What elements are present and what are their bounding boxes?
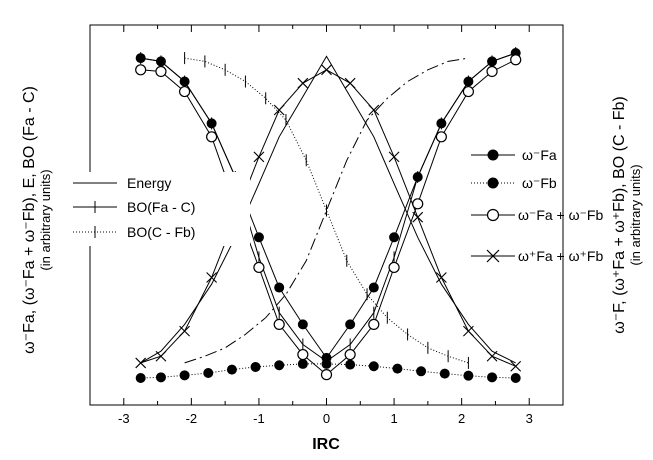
- series-fa-fb-5-point: [436, 132, 446, 142]
- legend-wfa-marker: [488, 150, 499, 161]
- series-fb-4-point: [511, 373, 521, 383]
- series-fa-fb-6-point: [254, 152, 264, 162]
- series-fa-fb-6-point: [298, 78, 308, 88]
- series-fb-4-point: [203, 368, 213, 378]
- series-fa-fb-6-point: [389, 152, 399, 162]
- x-tick-label: 1: [390, 411, 397, 426]
- series-fa-fb-5-point: [298, 350, 308, 360]
- x-tick-label: -2: [186, 411, 198, 426]
- series-fb-4-point: [345, 360, 355, 370]
- right-y-label-main: ω⁻F, (ω⁺Fa + ω⁺Fb), BO (C - Fb): [611, 96, 628, 334]
- series-fa-fb-6-point: [274, 105, 284, 115]
- x-axis-title: IRC: [312, 436, 340, 453]
- series-fa-3-point: [345, 319, 355, 329]
- legend-wplus-label: ω⁺Fa + ω⁺Fb: [518, 248, 603, 264]
- series-fb-4-point: [136, 373, 146, 383]
- series-fa-fb-5-point: [274, 319, 284, 329]
- series-fa-3-point: [136, 53, 146, 63]
- series-fb-4-point: [369, 361, 379, 371]
- series-fa-fb-5-point: [487, 66, 497, 76]
- series-fa-fb-5-point: [389, 262, 399, 272]
- series-fa-fb-6-point: [136, 358, 146, 368]
- series-fb-4-point: [156, 372, 166, 382]
- series-fa-fb-6-point: [345, 78, 355, 88]
- right-y-label-sub: (in arbitrary units): [628, 164, 643, 265]
- x-tick-label: 2: [458, 411, 465, 426]
- series-fb-4-point: [251, 362, 261, 372]
- left-y-label-main: ω⁻Fa, (ω⁻Fa + ω⁻Fb), E, BO (Fa - C): [21, 86, 38, 354]
- series-fa-3-point: [254, 232, 264, 242]
- series-fa-fb-6-point: [369, 105, 379, 115]
- series-fa-fb-6-point: [322, 65, 332, 75]
- series-fb-4-point: [440, 369, 450, 379]
- series-fa-fb-5-point: [254, 262, 264, 272]
- x-tick-label: -1: [253, 411, 265, 426]
- legend-bofac-label: BO(Fa - C): [127, 199, 195, 215]
- series-fa-fb-5-point: [207, 132, 217, 142]
- series-fb-4-point: [180, 370, 190, 380]
- series-fa-fb-5-point: [511, 55, 521, 65]
- series-fa-fb-6-point: [180, 326, 190, 336]
- series-fa-3-point: [436, 118, 446, 128]
- series-fa-fb-6-point: [463, 326, 473, 336]
- x-tick-label: 3: [526, 411, 533, 426]
- series-fa-3-point: [413, 172, 423, 182]
- series-fa-fb-6-point: [156, 351, 166, 361]
- series-fa-3-point: [463, 77, 473, 87]
- series-fa-fb-5-point: [463, 87, 473, 97]
- left-y-label-sub: (in arbitrary units): [38, 169, 53, 270]
- series-fa-3-point: [274, 283, 284, 293]
- left-y-label: ω⁻Fa, (ω⁻Fa + ω⁻Fb), E, BO (Fa - C) (in …: [21, 86, 53, 354]
- legend-wfb-label: ω⁻Fb: [522, 175, 557, 191]
- series-fa-3-point: [207, 118, 217, 128]
- series-fa-fb-5-point: [156, 66, 166, 76]
- legend-wfa-label: ω⁻Fa: [522, 147, 557, 163]
- series-fa-fb-5-point: [322, 370, 332, 380]
- legend-energy-label: Energy: [127, 175, 171, 191]
- legend-right: ω⁻Fa ω⁻Fb ω⁻Fa + ω⁻Fb ω⁺Fa + ω⁺Fb: [465, 140, 603, 285]
- series-fb-4-point: [274, 360, 284, 370]
- series-fb-4-point: [463, 371, 473, 381]
- series-fa-fb-5-point: [345, 350, 355, 360]
- legend-left: Energy BO(Fa - C) BO(C - Fb): [60, 172, 250, 246]
- series-fb-4-point: [416, 366, 426, 376]
- series-fa-fb-5-point: [369, 319, 379, 329]
- legend-wsum-label: ω⁻Fa + ω⁻Fb: [518, 207, 603, 223]
- series-fb-4-point: [487, 372, 497, 382]
- series-fa-3-point: [156, 56, 166, 66]
- series-fa-fb-5-point: [180, 87, 190, 97]
- series-fb-4-point: [298, 359, 308, 369]
- legend-wfb-marker: [488, 178, 499, 189]
- series-fa-fb-6-point: [413, 212, 423, 222]
- series-fa-fb-6-point: [487, 351, 497, 361]
- series-fa-3-point: [180, 77, 190, 87]
- x-tick-label: -3: [118, 411, 130, 426]
- series-fa-3-point: [389, 232, 399, 242]
- series-fb-4-point: [392, 364, 402, 374]
- legend-bocfb-label: BO(C - Fb): [127, 224, 195, 240]
- legend-wsum-marker: [488, 210, 499, 221]
- series-fa-3-point: [298, 319, 308, 329]
- series-fa-3-point: [487, 56, 497, 66]
- series-fb-4-point: [322, 359, 332, 369]
- series-fa-fb-5-point: [136, 65, 146, 75]
- x-tick-label: 0: [323, 411, 330, 426]
- right-y-label: ω⁻F, (ω⁺Fa + ω⁺Fb), BO (C - Fb) (in arbi…: [611, 96, 643, 334]
- series-fb-4-point: [227, 365, 237, 375]
- series-fa-3-point: [369, 283, 379, 293]
